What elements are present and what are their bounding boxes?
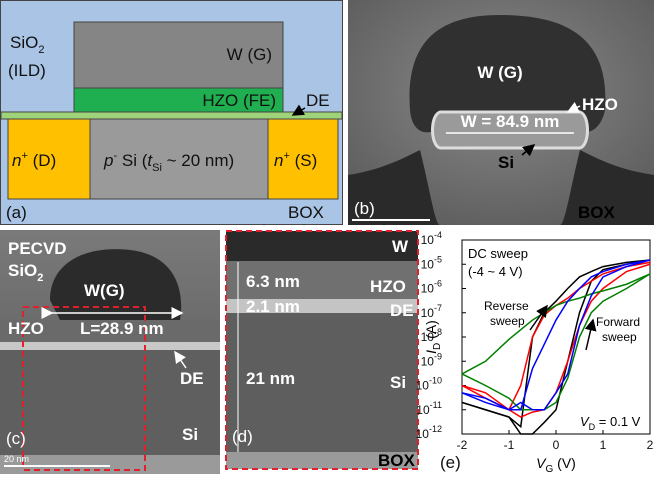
- panel-a: SiO2 (ILD) W (G) HZO (FE) DE n+ (D) p- S…: [1, 1, 343, 225]
- tick-exponent: -11: [430, 400, 442, 410]
- hzo-label: HZO: [370, 277, 406, 296]
- hzo-label: HZO: [582, 95, 618, 114]
- de-label: DE: [180, 369, 204, 388]
- tick-base: 10: [421, 306, 435, 320]
- x-tick-label: 1: [600, 438, 607, 452]
- tick-base: 10: [416, 403, 430, 417]
- tick-base: 10: [416, 379, 430, 393]
- text: (D): [28, 151, 56, 170]
- text: Si (: [117, 151, 148, 170]
- annotation: sweep: [490, 314, 525, 328]
- drain-label: n+ (D): [12, 150, 56, 170]
- tick-exponent: -5: [434, 254, 442, 264]
- tick-exponent: -10: [429, 376, 442, 386]
- thickness-label: 21 nm: [246, 369, 295, 388]
- si-label: Si: [182, 425, 198, 444]
- text: (A): [423, 320, 439, 343]
- de-label: DE: [306, 91, 330, 110]
- box-label: BOX: [288, 203, 324, 222]
- text: (S): [290, 151, 317, 170]
- oxide-label: PECVD: [8, 239, 67, 258]
- length-label: L=28.9 nm: [80, 319, 164, 338]
- panel-d: W HZO 6.3 nm 2.1 nm DE 21 nm Si BOX (d): [226, 231, 418, 470]
- de-label: DE: [390, 301, 414, 320]
- text: n: [274, 151, 283, 170]
- x-tick-label: 2: [647, 438, 654, 452]
- annotation: sweep: [602, 330, 637, 344]
- tick-exponent: -12: [429, 424, 442, 434]
- box-layer: [0, 455, 220, 474]
- tick-base: 10: [421, 233, 435, 247]
- text: = 0.1 V: [595, 414, 640, 429]
- panel-label: (e): [440, 453, 461, 472]
- tick-exponent: -7: [434, 303, 442, 313]
- x-tick-label: -1: [504, 438, 515, 452]
- x-axis-label: VG (V): [536, 455, 576, 474]
- y-axis-label: ID (A): [423, 320, 443, 354]
- y-tick-label: 10-12: [416, 424, 442, 441]
- fe-label: HZO (FE): [202, 91, 276, 110]
- tick-base: 10: [421, 354, 435, 368]
- y-tick-label: 10-5: [421, 254, 442, 271]
- tick-base: 10: [421, 282, 435, 296]
- panel-label: (c): [6, 429, 26, 448]
- w-label: W: [392, 237, 409, 256]
- tick-exponent: -4: [434, 230, 442, 240]
- de-layer: [1, 112, 342, 119]
- annotation: (-4 ~ 4 V): [468, 264, 523, 279]
- panel-label: (d): [232, 427, 253, 446]
- si-label: Si: [498, 153, 514, 172]
- source-label: n+ (S): [274, 150, 317, 170]
- scale-label: 20 nm: [4, 454, 29, 464]
- de-layer: [0, 342, 220, 350]
- thickness-label: 2.1 nm: [246, 297, 300, 316]
- gate-label: W (G): [227, 45, 272, 64]
- subscript: D: [432, 343, 443, 350]
- text: n: [12, 151, 21, 170]
- panel-e: 10-1210-1110-1010-910-810-710-610-510-4-…: [416, 230, 654, 474]
- ild-label: (ILD): [8, 61, 46, 80]
- x-tick-label: 0: [553, 438, 560, 452]
- gate-label: W (G): [477, 63, 522, 82]
- thickness-label: 6.3 nm: [246, 272, 300, 291]
- panel-label: (a): [6, 203, 27, 222]
- y-tick-label: 10-6: [421, 279, 442, 296]
- tick-exponent: -6: [434, 279, 442, 289]
- figure: SiO2 (ILD) W (G) HZO (FE) DE n+ (D) p- S…: [0, 0, 654, 474]
- tick-base: 10: [421, 257, 435, 271]
- tick-base: 10: [416, 427, 430, 441]
- subscript: Si: [152, 162, 162, 174]
- annotation: Forward: [596, 315, 640, 329]
- y-tick-label: 10-10: [416, 376, 442, 393]
- text: SiO: [8, 261, 37, 280]
- text: p: [103, 151, 113, 170]
- panel-c: PECVD SiO2 W(G) HZO L=28.9 nm DE Si (c) …: [0, 230, 220, 474]
- x-tick-label: -2: [457, 438, 468, 452]
- hzo-label: HZO: [8, 319, 44, 338]
- text: ~ 20 nm): [162, 151, 234, 170]
- y-tick-label: 10-11: [416, 400, 442, 417]
- panel-label: (b): [354, 199, 375, 218]
- box-label: BOX: [578, 203, 616, 222]
- si-label: Si: [390, 373, 406, 392]
- text: (V): [553, 455, 576, 471]
- width-label: W = 84.9 nm: [461, 112, 560, 131]
- gate-label: W(G): [84, 281, 125, 300]
- text: SiO: [10, 33, 38, 52]
- panel-b: W (G) HZO W = 84.9 nm Si BOX (b): [348, 0, 654, 225]
- box-label: BOX: [378, 451, 416, 470]
- subscript: 2: [37, 272, 43, 284]
- annotation: DC sweep: [468, 246, 528, 261]
- y-tick-label: 10-7: [421, 303, 442, 320]
- subscript: 2: [38, 44, 44, 56]
- w-layer: [226, 231, 418, 261]
- annotation: Reverse: [484, 299, 529, 313]
- y-tick-label: 10-4: [421, 230, 442, 247]
